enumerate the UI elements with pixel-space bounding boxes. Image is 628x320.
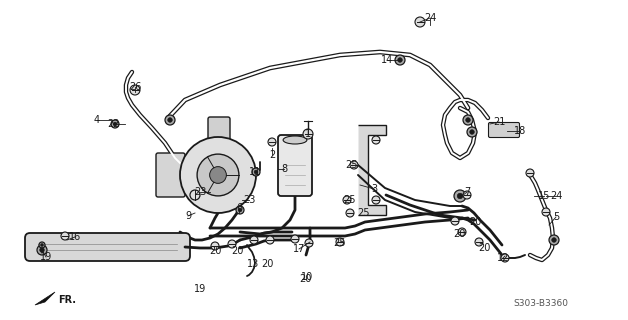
Circle shape [111,120,119,128]
Circle shape [463,115,473,125]
Text: 20: 20 [209,246,221,256]
Circle shape [291,235,299,243]
Circle shape [346,209,354,217]
Circle shape [61,232,69,240]
Text: 20: 20 [261,259,273,269]
Text: 12: 12 [497,253,509,263]
Circle shape [398,58,403,62]
Text: 16: 16 [69,232,81,242]
Circle shape [252,168,260,176]
Circle shape [39,242,45,248]
Text: 11: 11 [249,167,261,177]
Circle shape [236,206,244,214]
FancyBboxPatch shape [489,123,519,138]
Text: 1: 1 [305,129,311,139]
Circle shape [228,240,236,248]
Text: 20: 20 [469,217,481,227]
Circle shape [463,191,471,199]
FancyBboxPatch shape [156,153,185,197]
Text: 3: 3 [371,184,377,194]
Circle shape [552,238,556,242]
Circle shape [254,170,258,174]
Text: 20: 20 [453,229,465,239]
Circle shape [475,238,483,246]
Text: 23: 23 [243,195,255,205]
Circle shape [305,239,313,247]
Text: 23: 23 [194,187,206,197]
Circle shape [211,242,219,250]
Ellipse shape [283,136,307,144]
Text: 20: 20 [299,274,311,284]
Text: 25: 25 [358,208,371,218]
Polygon shape [35,292,55,305]
Circle shape [549,235,559,245]
Polygon shape [358,125,386,215]
Circle shape [113,122,117,126]
Text: 25: 25 [346,160,358,170]
Text: 19: 19 [194,284,206,294]
Text: 25: 25 [343,195,355,205]
Circle shape [457,193,463,199]
FancyBboxPatch shape [208,117,230,141]
Text: 9: 9 [185,211,191,221]
Circle shape [266,236,274,244]
Circle shape [526,169,534,177]
Circle shape [372,196,380,204]
Circle shape [37,245,47,255]
Text: 10: 10 [301,272,313,282]
Circle shape [130,85,140,95]
Text: 14: 14 [381,55,393,65]
Text: 21: 21 [493,117,505,127]
Circle shape [336,238,344,246]
Circle shape [303,129,313,139]
Circle shape [466,118,470,122]
Circle shape [210,167,226,183]
Text: 20: 20 [478,243,490,253]
Text: 20: 20 [231,246,243,256]
Circle shape [165,115,175,125]
Text: 8: 8 [281,164,287,174]
Text: 2: 2 [269,150,275,160]
FancyBboxPatch shape [278,135,312,196]
Text: 22: 22 [107,119,119,129]
Circle shape [451,217,459,225]
Circle shape [250,236,258,244]
Circle shape [41,244,43,246]
Text: 6: 6 [236,203,242,213]
Text: FR.: FR. [58,295,76,305]
Text: 26: 26 [129,82,141,92]
Text: 7: 7 [464,187,470,197]
Circle shape [542,208,550,216]
Circle shape [415,17,425,27]
Circle shape [501,254,509,262]
Circle shape [350,161,358,169]
Text: 15: 15 [538,191,550,201]
Circle shape [467,127,477,137]
Text: 24: 24 [424,13,436,23]
Text: 4: 4 [94,115,100,125]
Circle shape [458,228,466,236]
Circle shape [343,196,351,204]
Circle shape [180,137,256,213]
Text: S303-B3360: S303-B3360 [513,299,568,308]
Text: 13: 13 [247,259,259,269]
Circle shape [395,55,405,65]
Text: 24: 24 [550,191,562,201]
Circle shape [238,208,242,212]
Circle shape [197,154,239,196]
Circle shape [454,190,466,202]
Circle shape [470,130,474,134]
Text: 25: 25 [333,238,345,248]
Circle shape [40,248,44,252]
Text: 5: 5 [553,212,559,222]
Text: 18: 18 [514,126,526,136]
Circle shape [372,136,380,144]
Text: 17: 17 [293,244,305,254]
Text: 19: 19 [40,252,52,262]
Circle shape [168,118,172,122]
Circle shape [268,138,276,146]
FancyBboxPatch shape [25,233,190,261]
